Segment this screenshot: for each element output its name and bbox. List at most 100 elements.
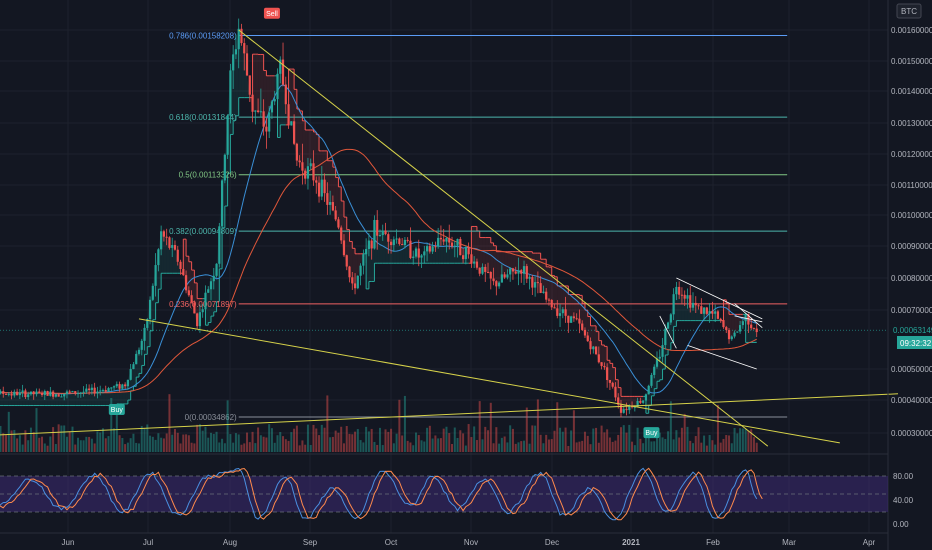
volume-bar <box>77 437 80 452</box>
volume-bar <box>351 434 354 452</box>
volume-bar <box>517 442 520 452</box>
candle-body <box>143 327 146 341</box>
candle-body <box>337 219 340 228</box>
volume-bar <box>90 438 93 452</box>
supertrend-fill <box>17 392 20 406</box>
volume-bar <box>71 426 74 452</box>
candle-body <box>387 234 390 242</box>
candle-body <box>547 299 551 301</box>
volume-bar <box>24 430 27 452</box>
volume-bar <box>622 425 625 452</box>
candle-body <box>359 265 362 276</box>
volume-bar <box>534 425 537 452</box>
volume-bar <box>101 428 104 452</box>
volume-bar <box>520 441 523 452</box>
volume-bar <box>525 407 528 452</box>
candle-body <box>575 318 578 320</box>
price-axis[interactable]: 0.00160000 0.00150000 0.00140000 0.00130000… <box>891 26 932 529</box>
supertrend-fill <box>119 384 123 404</box>
volume-bar <box>270 428 273 452</box>
volume-bar <box>692 443 695 452</box>
candle-body <box>168 237 171 248</box>
volume-bar <box>395 433 398 452</box>
price-pane[interactable]: 0.786(0.00158208) 0.618(0.00131844) 0.5(0.… <box>0 7 899 452</box>
candle-body <box>708 311 711 314</box>
volume-bar <box>301 440 304 452</box>
supertrend-fill <box>89 387 92 406</box>
volume-bar <box>550 439 553 452</box>
supertrend-fill <box>623 396 627 411</box>
volume-bar <box>79 440 82 452</box>
signal-badge-text: Sell <box>266 11 278 18</box>
candle-body <box>570 316 573 323</box>
supertrend-fill <box>94 391 98 406</box>
candle-body <box>755 328 758 333</box>
candle-body <box>556 308 559 316</box>
candle-body <box>107 388 110 392</box>
candle-body <box>245 53 249 76</box>
price-axis-label: 0.00090000 <box>891 242 932 251</box>
candle-body <box>193 302 196 314</box>
volume-bar <box>273 442 276 452</box>
price-axis-label: 0.00140000 <box>891 87 932 96</box>
candle-body <box>459 238 462 256</box>
supertrend-fill <box>482 237 486 272</box>
candle-body <box>736 331 739 333</box>
candle-body <box>304 170 307 179</box>
time-axis-label: Oct <box>385 538 398 547</box>
supertrend-fill <box>493 245 497 287</box>
supertrend-fill <box>283 84 286 125</box>
volume-bar <box>49 436 52 452</box>
candle-body <box>464 247 467 260</box>
stochastic-rsi-pane[interactable] <box>0 467 888 521</box>
supertrend-fill <box>734 314 738 333</box>
time-axis-label: Feb <box>706 538 720 547</box>
supertrend-fill <box>80 391 84 406</box>
volume-bar <box>204 426 207 452</box>
supertrend-fill <box>460 255 464 264</box>
volume-bar <box>390 428 393 452</box>
volume-bar <box>54 444 57 452</box>
stoch-axis-label: 80.00 <box>893 472 914 481</box>
volume-bar <box>570 430 573 452</box>
candle-body <box>232 54 235 71</box>
candle-body <box>88 388 91 390</box>
volume-bar <box>578 441 581 452</box>
volume-bar <box>246 432 249 452</box>
candle-body <box>473 261 476 264</box>
candle-body <box>675 286 678 295</box>
volume-bar <box>65 436 68 452</box>
volume-bar <box>705 445 708 452</box>
candle-body <box>655 358 659 367</box>
supertrend-fill <box>515 251 519 274</box>
volume-bar <box>683 413 686 452</box>
candle-body <box>520 270 523 274</box>
candle-body <box>46 391 49 396</box>
candle-body <box>49 391 52 396</box>
volume-bar <box>124 444 127 452</box>
candle-body <box>514 271 517 274</box>
volume-bar <box>85 436 88 452</box>
supertrend-fill <box>695 305 699 321</box>
volume-bar <box>373 441 376 452</box>
volume-bar <box>293 428 296 452</box>
supertrend-fill <box>241 43 245 98</box>
supertrend-fill <box>485 237 489 273</box>
supertrend-fill <box>66 391 70 406</box>
volume-bar <box>700 442 703 452</box>
candle-body <box>0 391 2 394</box>
candle-body <box>157 249 160 266</box>
volume-bar <box>190 442 193 452</box>
candle-body <box>525 266 528 279</box>
currency-label[interactable]: BTC <box>896 3 922 19</box>
volume-bar <box>43 443 46 452</box>
candle-body <box>284 84 287 105</box>
candle-body <box>140 340 143 350</box>
volume-bar <box>589 444 592 452</box>
volume-bar <box>27 440 30 452</box>
volume-bar <box>655 433 658 452</box>
volume-bar <box>104 438 107 452</box>
time-axis[interactable]: Jun Jul Aug Sep Oct Nov Dec 2021 Feb Mar Apr <box>62 538 876 547</box>
supertrend-fill <box>562 285 566 316</box>
